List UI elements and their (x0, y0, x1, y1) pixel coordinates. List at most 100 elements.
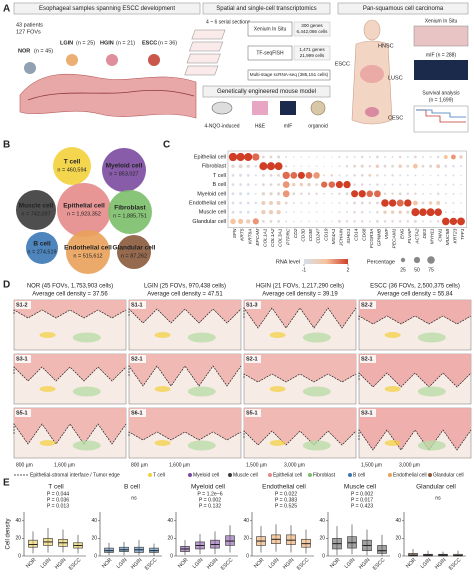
gene-label: ACTA2 (414, 228, 420, 244)
gene-label: JCHAIN (338, 228, 344, 247)
y-tick-label: 0 (246, 553, 249, 559)
gene-label: PTPRC (285, 228, 291, 245)
y-tick-label: 40 (167, 518, 173, 524)
dot (436, 164, 441, 169)
right-item: Survival analysis (422, 90, 460, 96)
legend-text: Myeloid cell (193, 472, 219, 478)
dot (452, 174, 455, 177)
legend-title: Percentage (367, 259, 395, 265)
dot (323, 192, 326, 195)
dot (338, 192, 341, 196)
stage-n: (n = 36) (158, 40, 177, 46)
dot (421, 164, 425, 168)
x-tick-label: NOR (405, 557, 418, 570)
gene-label: MS4A1 (331, 228, 337, 244)
dot (231, 192, 235, 196)
dot (346, 202, 348, 204)
dot (399, 183, 402, 186)
dot (252, 218, 259, 225)
dot (277, 183, 280, 186)
legend-dot (228, 473, 232, 477)
dot (277, 155, 281, 159)
lung (360, 65, 384, 83)
y-tick-label: 0 (322, 553, 325, 559)
stage-name: NOR (18, 48, 30, 54)
cohort-text: 43 patients (16, 22, 43, 28)
stroma-patch (417, 332, 446, 343)
dot (277, 220, 280, 223)
esophagus-lumen (27, 89, 195, 101)
platform-info: 21,999 cells (300, 53, 325, 58)
legend-text: B cell (353, 472, 365, 478)
stage-n: (n = 25) (76, 40, 95, 46)
dot (404, 199, 412, 207)
x-tick-label: HGIN (434, 557, 448, 571)
dot (381, 199, 389, 207)
x-tick-label: LGIN (268, 557, 281, 570)
header-text: Genetically engineered mouse model (217, 89, 316, 95)
dot (239, 192, 243, 196)
y-tick-label: 20 (91, 536, 97, 542)
cell-cluster (66, 230, 110, 274)
dot (368, 220, 371, 223)
panel-title: T cell (48, 484, 64, 491)
dot (254, 192, 257, 195)
dot (353, 164, 356, 168)
dot (231, 210, 235, 214)
dot (444, 211, 447, 214)
sections-text: 4 ~ 6 serial sections (206, 19, 251, 25)
column-title: NOR (45 FOVs, 1,753,903 cells) (27, 284, 113, 290)
dot (261, 210, 266, 215)
dot (398, 155, 402, 159)
row-label: Glandular cell (192, 219, 226, 225)
dot (429, 164, 433, 168)
row-label: Fibroblast (202, 164, 227, 170)
slide (189, 41, 224, 52)
dot (284, 201, 288, 205)
dot (254, 174, 257, 177)
scale-label: 3,000 µm (284, 462, 305, 468)
dot (444, 202, 447, 204)
dot (353, 156, 356, 158)
cluster-count: n = 1,923,352 (67, 211, 101, 217)
dot (346, 156, 348, 158)
dot (460, 183, 462, 186)
stage-name: LGIN (60, 40, 73, 46)
dot (452, 202, 455, 204)
interface-line (243, 430, 357, 446)
dot (269, 201, 273, 205)
legend-title: RNA level (276, 259, 300, 265)
dot (376, 155, 379, 159)
y-tick-label: 40 (15, 518, 21, 524)
dot (300, 156, 303, 158)
dot (331, 156, 333, 158)
epithelium (359, 300, 471, 324)
cluster-count: n = 853,027 (109, 171, 138, 177)
sample-tag (245, 409, 261, 417)
dot (252, 153, 260, 161)
cluster-count: n = 460,594 (57, 167, 86, 173)
dot (460, 202, 462, 204)
stroma-patch (187, 386, 216, 397)
platform-name: Xenium In Situ (254, 26, 287, 32)
scale-label: 3,000 µm (399, 462, 420, 468)
dot (315, 192, 318, 196)
row-label: T cell (213, 173, 226, 179)
dot (269, 174, 273, 177)
gene-label: EPCAM (255, 229, 261, 246)
x-tick-label: LGIN (192, 557, 205, 570)
dot (411, 208, 420, 217)
dot (422, 174, 424, 177)
panel-title: Glandular cell (416, 484, 456, 491)
dot (422, 220, 424, 223)
platform-info: 1,471 genes (299, 47, 325, 52)
box (377, 545, 387, 554)
dot (360, 174, 364, 177)
immune-patch (154, 332, 171, 338)
dot (449, 217, 458, 226)
dot (315, 156, 318, 158)
p-value: P = 1.2e−6 (197, 491, 222, 497)
gene-label: TFF1 (460, 228, 466, 240)
cluster-name: Epithelial cell (63, 203, 105, 210)
legend-text: Fibroblast (313, 472, 336, 478)
